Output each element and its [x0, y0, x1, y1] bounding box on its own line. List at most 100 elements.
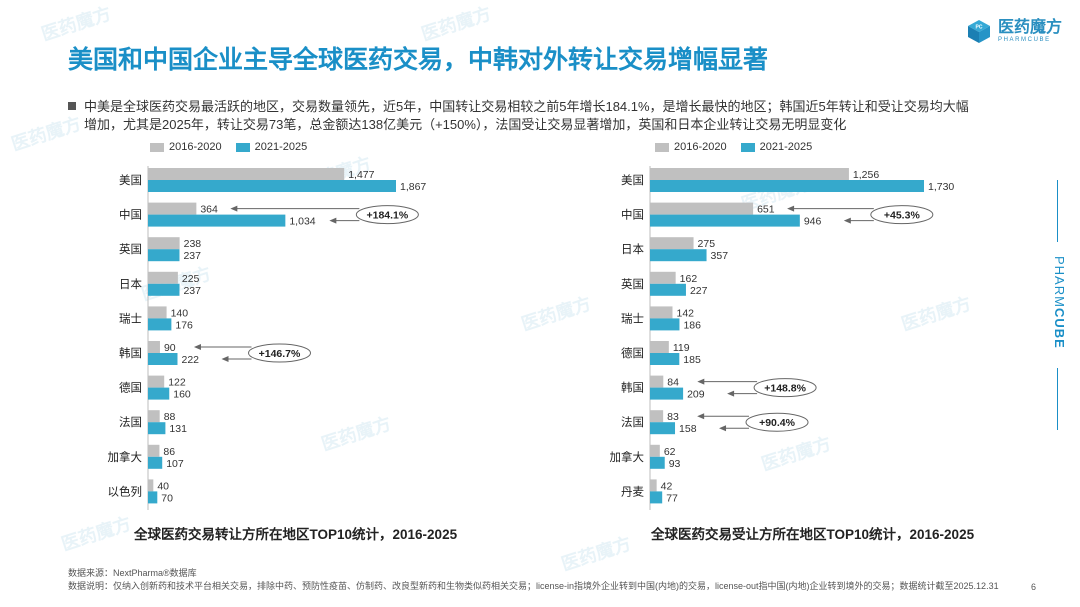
bar-series1: [148, 341, 160, 353]
side-brand-bold: CUBE: [1052, 307, 1067, 349]
legend-label: 2016-2020: [674, 141, 727, 153]
bar-series1: [148, 375, 165, 388]
data-label: 107: [166, 458, 184, 470]
bar-series2: [148, 491, 158, 504]
bar-series2: [650, 283, 686, 296]
bar-series2: [650, 491, 663, 504]
data-label: 651: [757, 204, 775, 216]
data-label: 1,477: [348, 169, 374, 181]
data-label: 142: [676, 307, 694, 319]
bar-series1: [148, 271, 178, 284]
annotation-oval: [745, 412, 809, 432]
page-number: 6: [1030, 582, 1036, 592]
legend-swatch: [740, 142, 755, 152]
legend-right: 2016-2020 2021-2025: [655, 141, 812, 153]
bar-series1: [650, 237, 694, 250]
data-label: 209: [687, 389, 705, 401]
category-label: 日本: [119, 277, 142, 291]
data-label: 122: [168, 377, 186, 389]
data-label: 140: [171, 307, 189, 319]
page-title: 美国和中国企业主导全球医药交易，中韩对外转让交易增幅显著: [68, 46, 769, 74]
category-label: 中国: [621, 209, 644, 222]
bar-series1: [650, 410, 664, 423]
bar-series2: [148, 387, 170, 400]
category-label: 加拿大: [610, 450, 645, 464]
category-label: 加拿大: [108, 450, 143, 464]
annotation-arrowhead: [727, 390, 735, 397]
category-label: 中国: [119, 209, 142, 222]
bar-series1: [650, 168, 849, 180]
summary-line-2: 增加，尤其是2025年，转让交易73笔，总金额达138亿美元（+150%），法国…: [84, 117, 847, 132]
data-label: 162: [680, 273, 698, 285]
bar-series2: [148, 180, 396, 192]
bar-series2: [650, 318, 680, 331]
bar-series1: [148, 237, 180, 250]
bar-series2: [148, 318, 172, 331]
bar-series2: [148, 422, 166, 435]
legend-swatch: [235, 142, 250, 152]
brand-logo: PC 医药魔方 PHARMCUBE: [966, 18, 1062, 44]
side-brand-light: PHARM: [1052, 256, 1067, 308]
legend-label: 2021-2025: [759, 141, 813, 153]
data-label: 1,034: [289, 216, 315, 228]
bar-series1: [650, 271, 676, 284]
bar-series1: [650, 375, 664, 388]
data-label: 62: [664, 446, 676, 458]
category-label: 韩国: [119, 346, 142, 360]
legend-label: 2016-2020: [169, 141, 222, 153]
growth-label: +45.3%: [884, 210, 921, 222]
bar-series2: [650, 353, 680, 365]
data-label: 90: [164, 342, 176, 354]
data-label: 86: [163, 446, 175, 458]
side-brand-text: PHARMCUBE: [1049, 256, 1067, 349]
data-label: 357: [711, 250, 729, 262]
data-label: 275: [698, 238, 716, 250]
side-divider-top: [1057, 180, 1058, 242]
bar-series1: [148, 410, 160, 423]
bar-series2: [650, 180, 924, 192]
category-label: 英国: [621, 277, 644, 291]
bar-series1: [650, 202, 754, 215]
data-label: 185: [683, 354, 701, 366]
bar-series1: [148, 479, 154, 492]
annotation-oval: [355, 205, 419, 225]
data-label: 237: [183, 250, 201, 262]
legend-item-series2: 2021-2025: [235, 141, 307, 153]
bar-series2: [650, 387, 684, 400]
chart-title-left: 全球医药交易转让方所在地区TOP10统计，2016-2025: [134, 527, 458, 542]
category-label: 韩国: [621, 381, 644, 395]
category-label: 法国: [621, 415, 644, 429]
data-label: 1,730: [928, 181, 954, 193]
data-label: 1,256: [853, 169, 879, 181]
bar-series2: [650, 249, 707, 262]
growth-label: +184.1%: [366, 210, 408, 222]
footer-note: 数据说明：仅纳入创新药和技术平台相关交易，排除中药、预防性疫苗、仿制药、改良型新…: [68, 581, 999, 591]
bar-series2: [148, 214, 286, 227]
data-label: 93: [669, 458, 681, 470]
legend-item-series2: 2021-2025: [740, 141, 813, 153]
bar-series2: [148, 249, 180, 262]
annotation-arrowhead: [787, 205, 795, 212]
bar-series1: [148, 306, 167, 319]
growth-label: +90.4%: [759, 417, 796, 429]
bar-series2: [650, 456, 665, 469]
legend-left: 2016-2020 2021-2025: [150, 141, 307, 153]
logo-subtitle: PHARMCUBE: [997, 37, 1051, 43]
bar-series1: [148, 444, 160, 457]
category-label: 丹麦: [621, 485, 644, 498]
legend-swatch: [655, 142, 669, 152]
annotation-arrowhead: [193, 344, 201, 350]
bar-series2: [650, 422, 676, 435]
category-label: 德国: [621, 346, 644, 360]
legend-swatch: [150, 142, 164, 152]
data-label: 238: [184, 238, 202, 250]
category-label: 德国: [119, 381, 142, 395]
bar-series2: [650, 214, 800, 227]
data-label: 119: [673, 342, 690, 354]
data-label: 225: [182, 273, 200, 285]
bullet-square-icon: [68, 102, 76, 110]
data-label: 83: [667, 411, 679, 423]
data-label: 227: [690, 285, 708, 297]
data-label: 176: [175, 319, 193, 331]
